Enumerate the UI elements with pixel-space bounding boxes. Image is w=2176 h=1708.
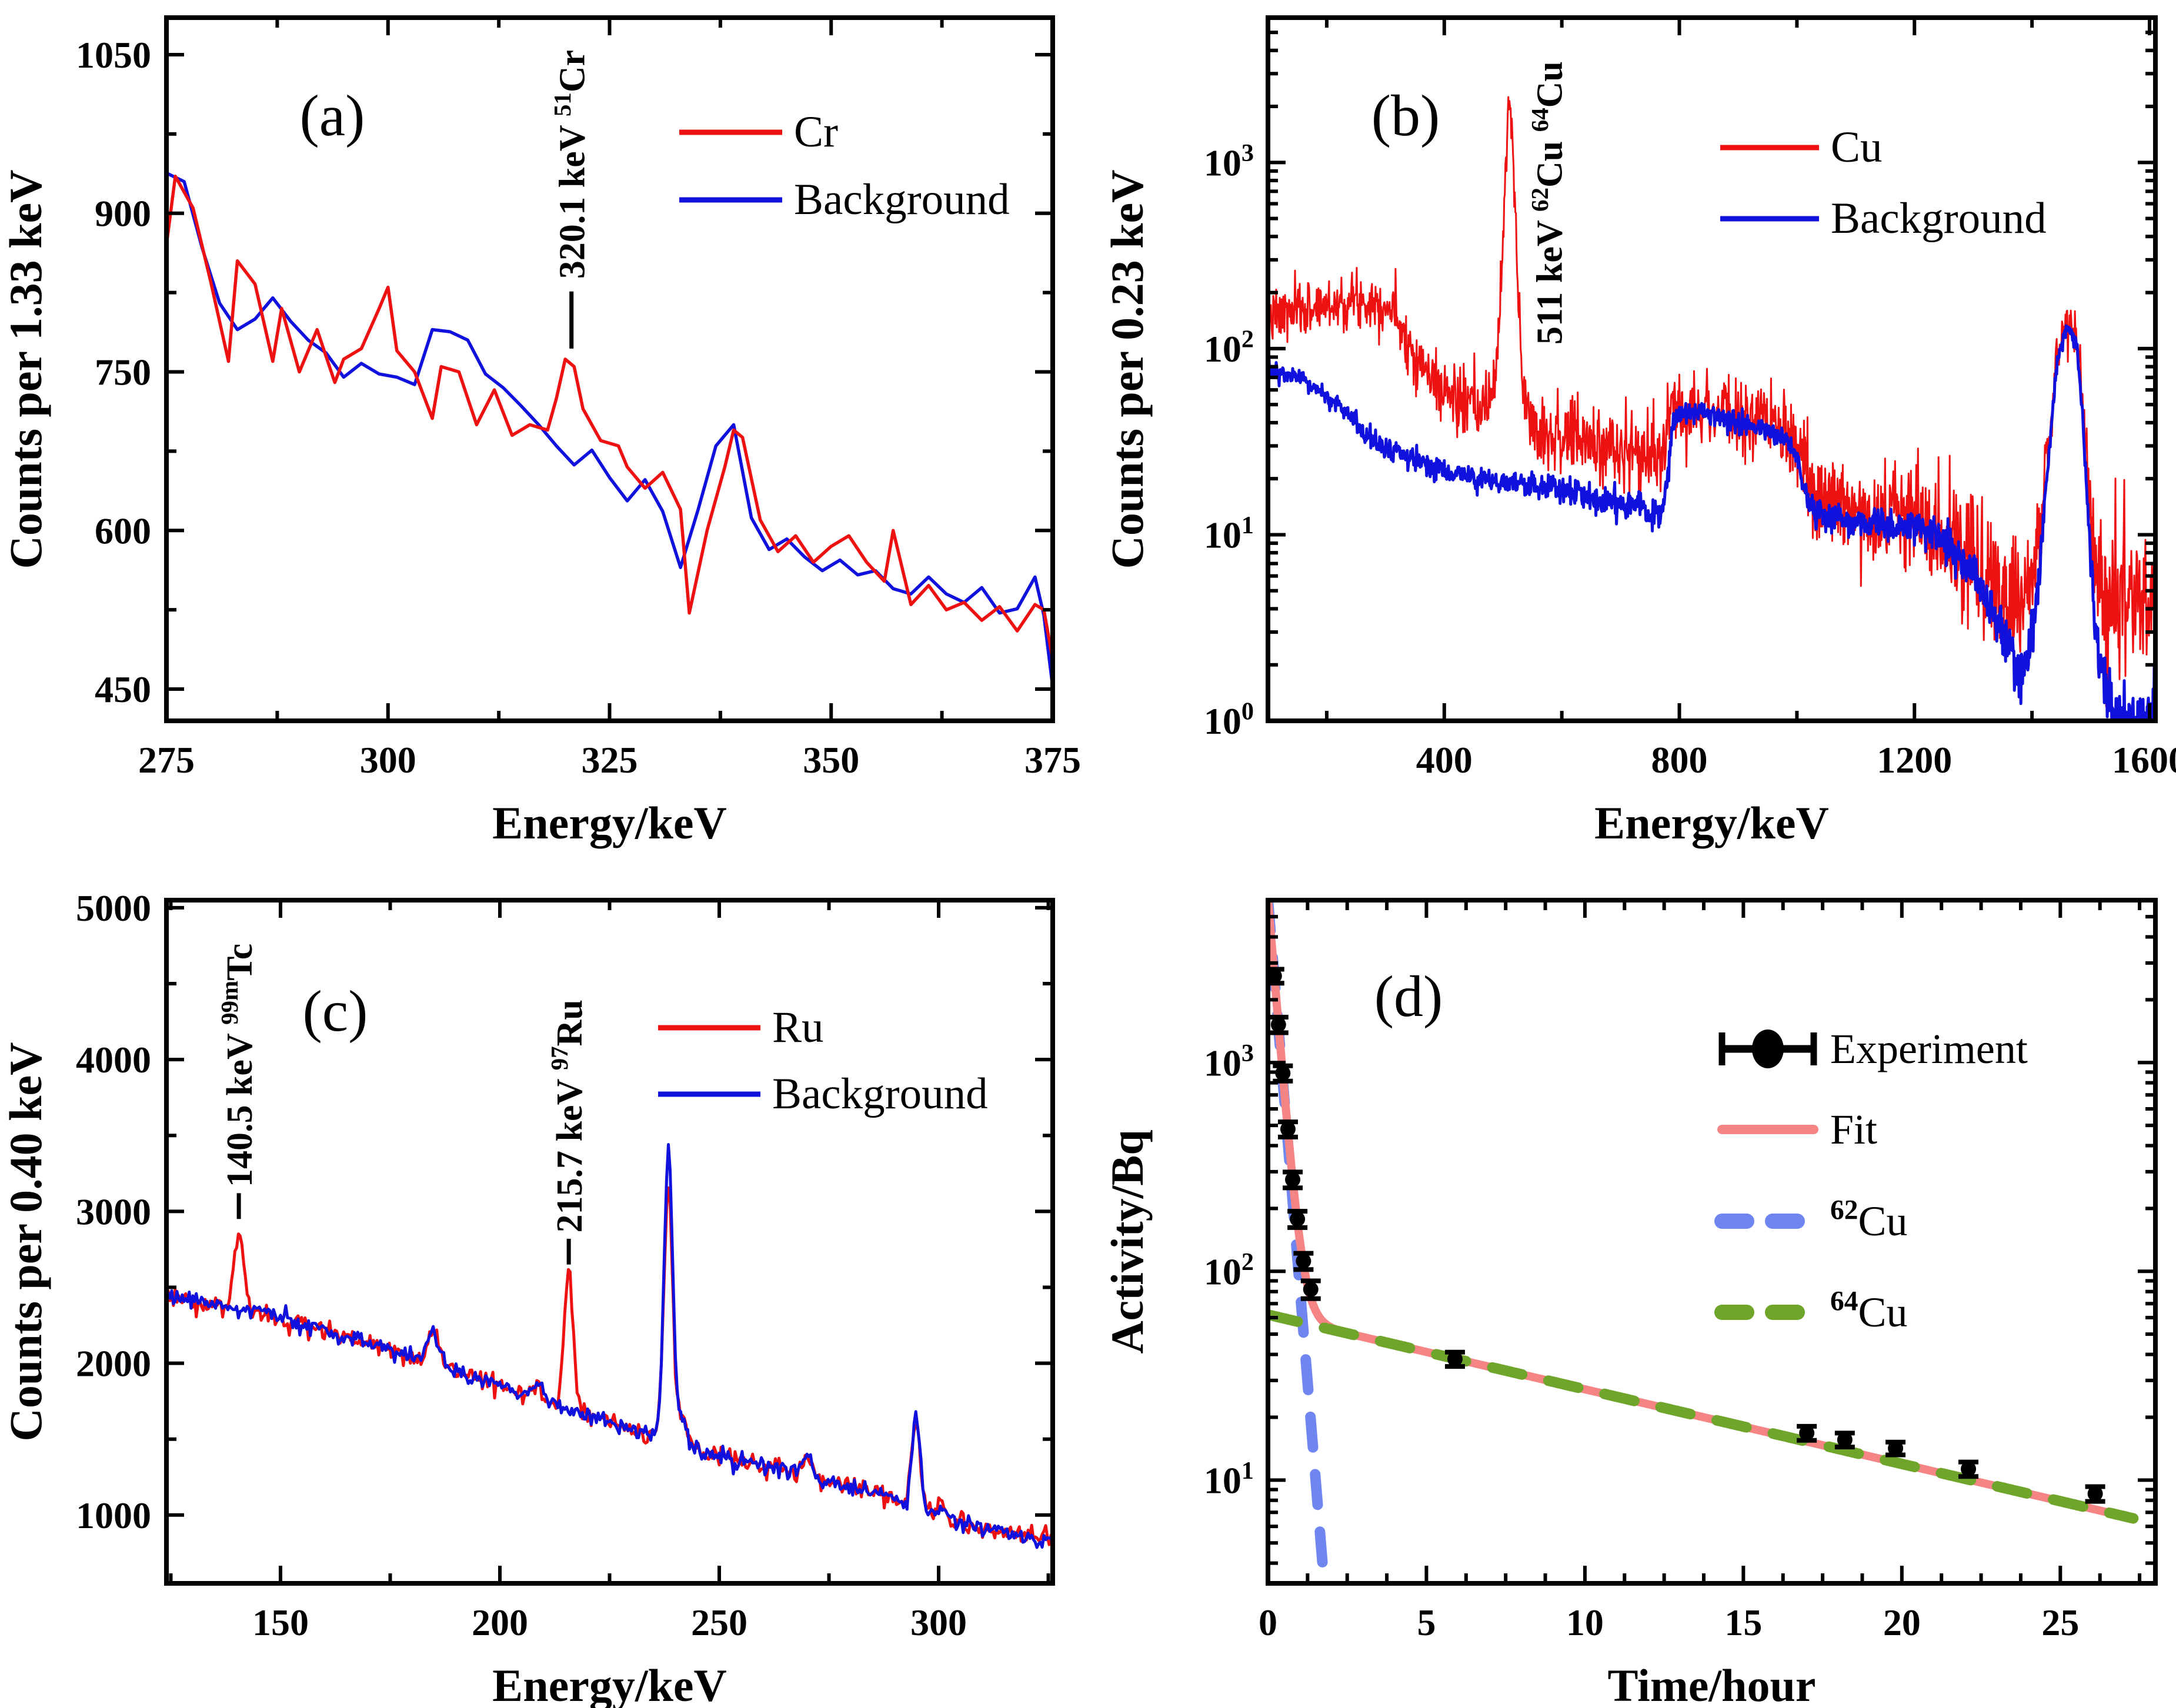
legend-label: Background [794,175,1010,224]
annotation: 320.1 keV 51Cr [549,50,593,349]
legend-label: Cr [794,108,838,156]
legend-label: Cu [1831,123,1883,172]
x-tick-label: 5 [1417,1602,1436,1643]
x-tick-label: 350 [803,739,859,781]
x-tick-label: 400 [1416,739,1473,781]
annotation: 140.5 keV 99mTc [216,944,260,1219]
legend-label: 62Cu [1830,1195,1908,1245]
y-tick-label: 1050 [76,34,151,76]
legend-label: 64Cu [1830,1286,1908,1336]
x-tick-label: 20 [1883,1602,1921,1643]
x-tick-label: 150 [252,1602,309,1643]
y-tick-label: 101 [1204,512,1254,556]
legend-label: Ru [772,1003,824,1052]
y-axis-title: Counts per 1.33 keV [0,170,51,569]
legend: Cr Background [679,108,1010,224]
series-Ru [166,1186,1053,1546]
series-Experiment [1268,967,2105,1504]
axes [164,15,1055,723]
annotation-text: 215.7 keV 97Ru [546,1000,590,1232]
panel-c-chart: 150 200 250 300 1000 2000 3000 4000 5000 Energy/k… [0,887,1055,1708]
legend: Ru Background [658,1003,988,1118]
panel-letter: (b) [1371,83,1440,148]
panel-letter: (a) [300,83,365,148]
axes [164,898,1055,1586]
x-tick-label: 300 [910,1602,967,1643]
x-tick-label: 325 [582,739,638,781]
x-tick-label: 250 [691,1602,747,1643]
panel-d-chart: 0 5 10 15 20 25 101 102 103 Time/hour Activity/Bq (… [1102,898,2158,1708]
panel-a-chart: 275 300 325 350 375 450 600 750 900 1050 Energy/ke… [0,15,1081,848]
y-tick-label: 600 [95,510,151,551]
series-64Cu [1268,1309,2139,1524]
x-tick-label: 25 [2041,1602,2079,1643]
series-Cu [1268,96,2155,707]
annotation-text: 320.1 keV 51Cr [549,50,593,279]
y-axis-title: Counts per 0.23 keV [1102,170,1153,569]
series-Background [1268,324,2155,721]
axes [1266,898,2158,1586]
plot-area [166,171,1053,687]
y-tick-label: 750 [95,351,151,393]
x-tick-label: 200 [472,1602,528,1643]
legend: Cu Background [1720,123,2047,243]
x-tick-label: 1600 [2112,739,2176,781]
y-tick-label: 450 [95,669,151,710]
y-axis-title: Activity/Bq [1102,1129,1153,1353]
y-tick-label: 103 [1204,1039,1254,1084]
series-Cr [166,175,1053,660]
x-axis-title: Energy/keV [492,797,727,848]
panel-letter: (d) [1374,964,1443,1029]
legend-label: Experiment [1830,1025,2028,1072]
annotation-text: 511 keV 62Cu 64Cu [1527,61,1570,345]
x-tick-label: 275 [138,739,195,781]
x-tick-label: 10 [1566,1602,1604,1643]
series-Background [166,171,1053,687]
axes [1266,15,2158,723]
annotation: 511 keV 62Cu 64Cu [1527,61,1570,345]
x-axis-title: Energy/keV [492,1660,727,1708]
x-axis-title: Time/hour [1608,1660,1816,1708]
y-tick-label: 5000 [76,887,151,929]
legend-label: Background [772,1069,988,1118]
annotation-text: 140.5 keV 99mTc [216,944,260,1187]
panel-b-chart: 400 800 1200 1600 100 101 102 103 Energy/keV Coun… [1102,15,2176,848]
x-tick-label: 300 [360,739,416,781]
plot-area [166,1143,1053,1549]
legend: Experiment Fit 62Cu 64Cu [1714,1025,2028,1336]
y-tick-label: 102 [1204,326,1254,370]
x-tick-label: 1200 [1877,739,1952,781]
legend-label: Background [1831,194,2047,243]
annotation: 215.7 keV 97Ru [546,1000,590,1265]
x-tick-label: 375 [1024,739,1081,781]
x-tick-label: 800 [1651,739,1708,781]
y-tick-label: 2000 [76,1343,151,1385]
series-Background [166,1143,1053,1549]
y-tick-label: 103 [1204,139,1254,183]
plot-area [1268,900,2139,1583]
y-axis-title: Counts per 0.40 keV [0,1042,51,1442]
y-tick-label: 4000 [76,1039,151,1081]
y-tick-label: 101 [1204,1457,1254,1501]
legend-label: Fit [1830,1106,1877,1153]
x-axis-title: Energy/keV [1594,797,1829,848]
y-tick-label: 3000 [76,1191,151,1232]
y-tick-label: 100 [1204,698,1254,742]
plot-area [1268,96,2155,721]
y-tick-label: 1000 [76,1495,151,1536]
x-tick-label: 0 [1259,1602,1277,1643]
y-tick-label: 102 [1204,1248,1254,1292]
y-tick-label: 900 [95,193,151,235]
panel-letter: (c) [303,978,368,1044]
x-tick-label: 15 [1724,1602,1762,1643]
